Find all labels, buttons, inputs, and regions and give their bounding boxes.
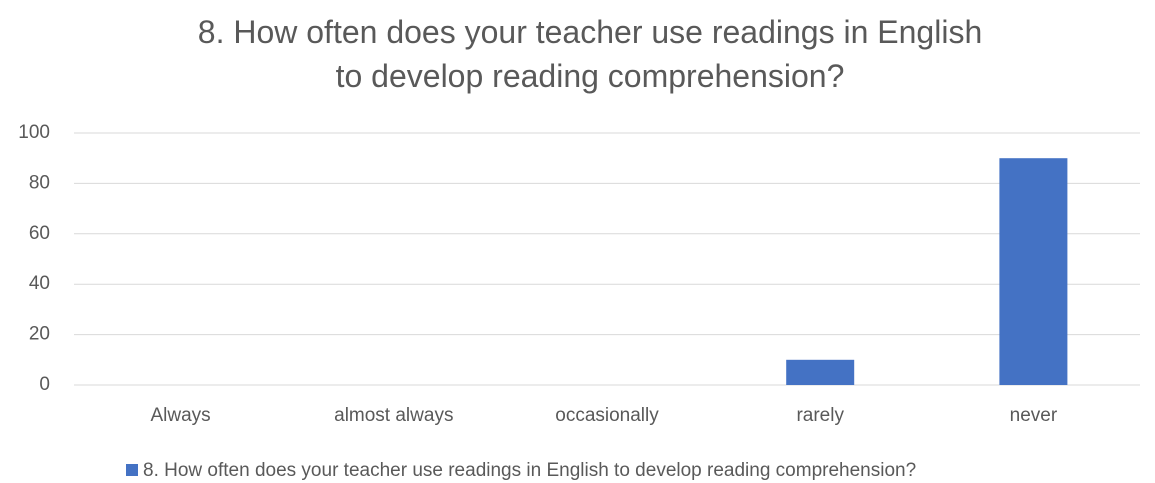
legend-swatch [126, 464, 138, 476]
bar [999, 158, 1068, 385]
y-tick-label: 80 [29, 172, 50, 193]
legend-label: 8. How often does your teacher use readi… [143, 460, 916, 481]
chart-title: 8. How often does your teacher use readi… [197, 14, 983, 94]
y-tick-label: 40 [29, 273, 50, 294]
x-tick-label: almost always [334, 405, 453, 426]
x-tick-label: never [1010, 405, 1058, 426]
y-tick-label: 20 [29, 324, 50, 345]
x-tick-label: occasionally [555, 405, 659, 426]
bar [786, 359, 855, 385]
y-tick-label: 100 [18, 122, 50, 143]
x-tick-label: rarely [796, 405, 844, 426]
y-tick-label: 60 [29, 223, 50, 244]
x-tick-label: Always [151, 405, 211, 426]
y-tick-label: 0 [39, 374, 50, 395]
